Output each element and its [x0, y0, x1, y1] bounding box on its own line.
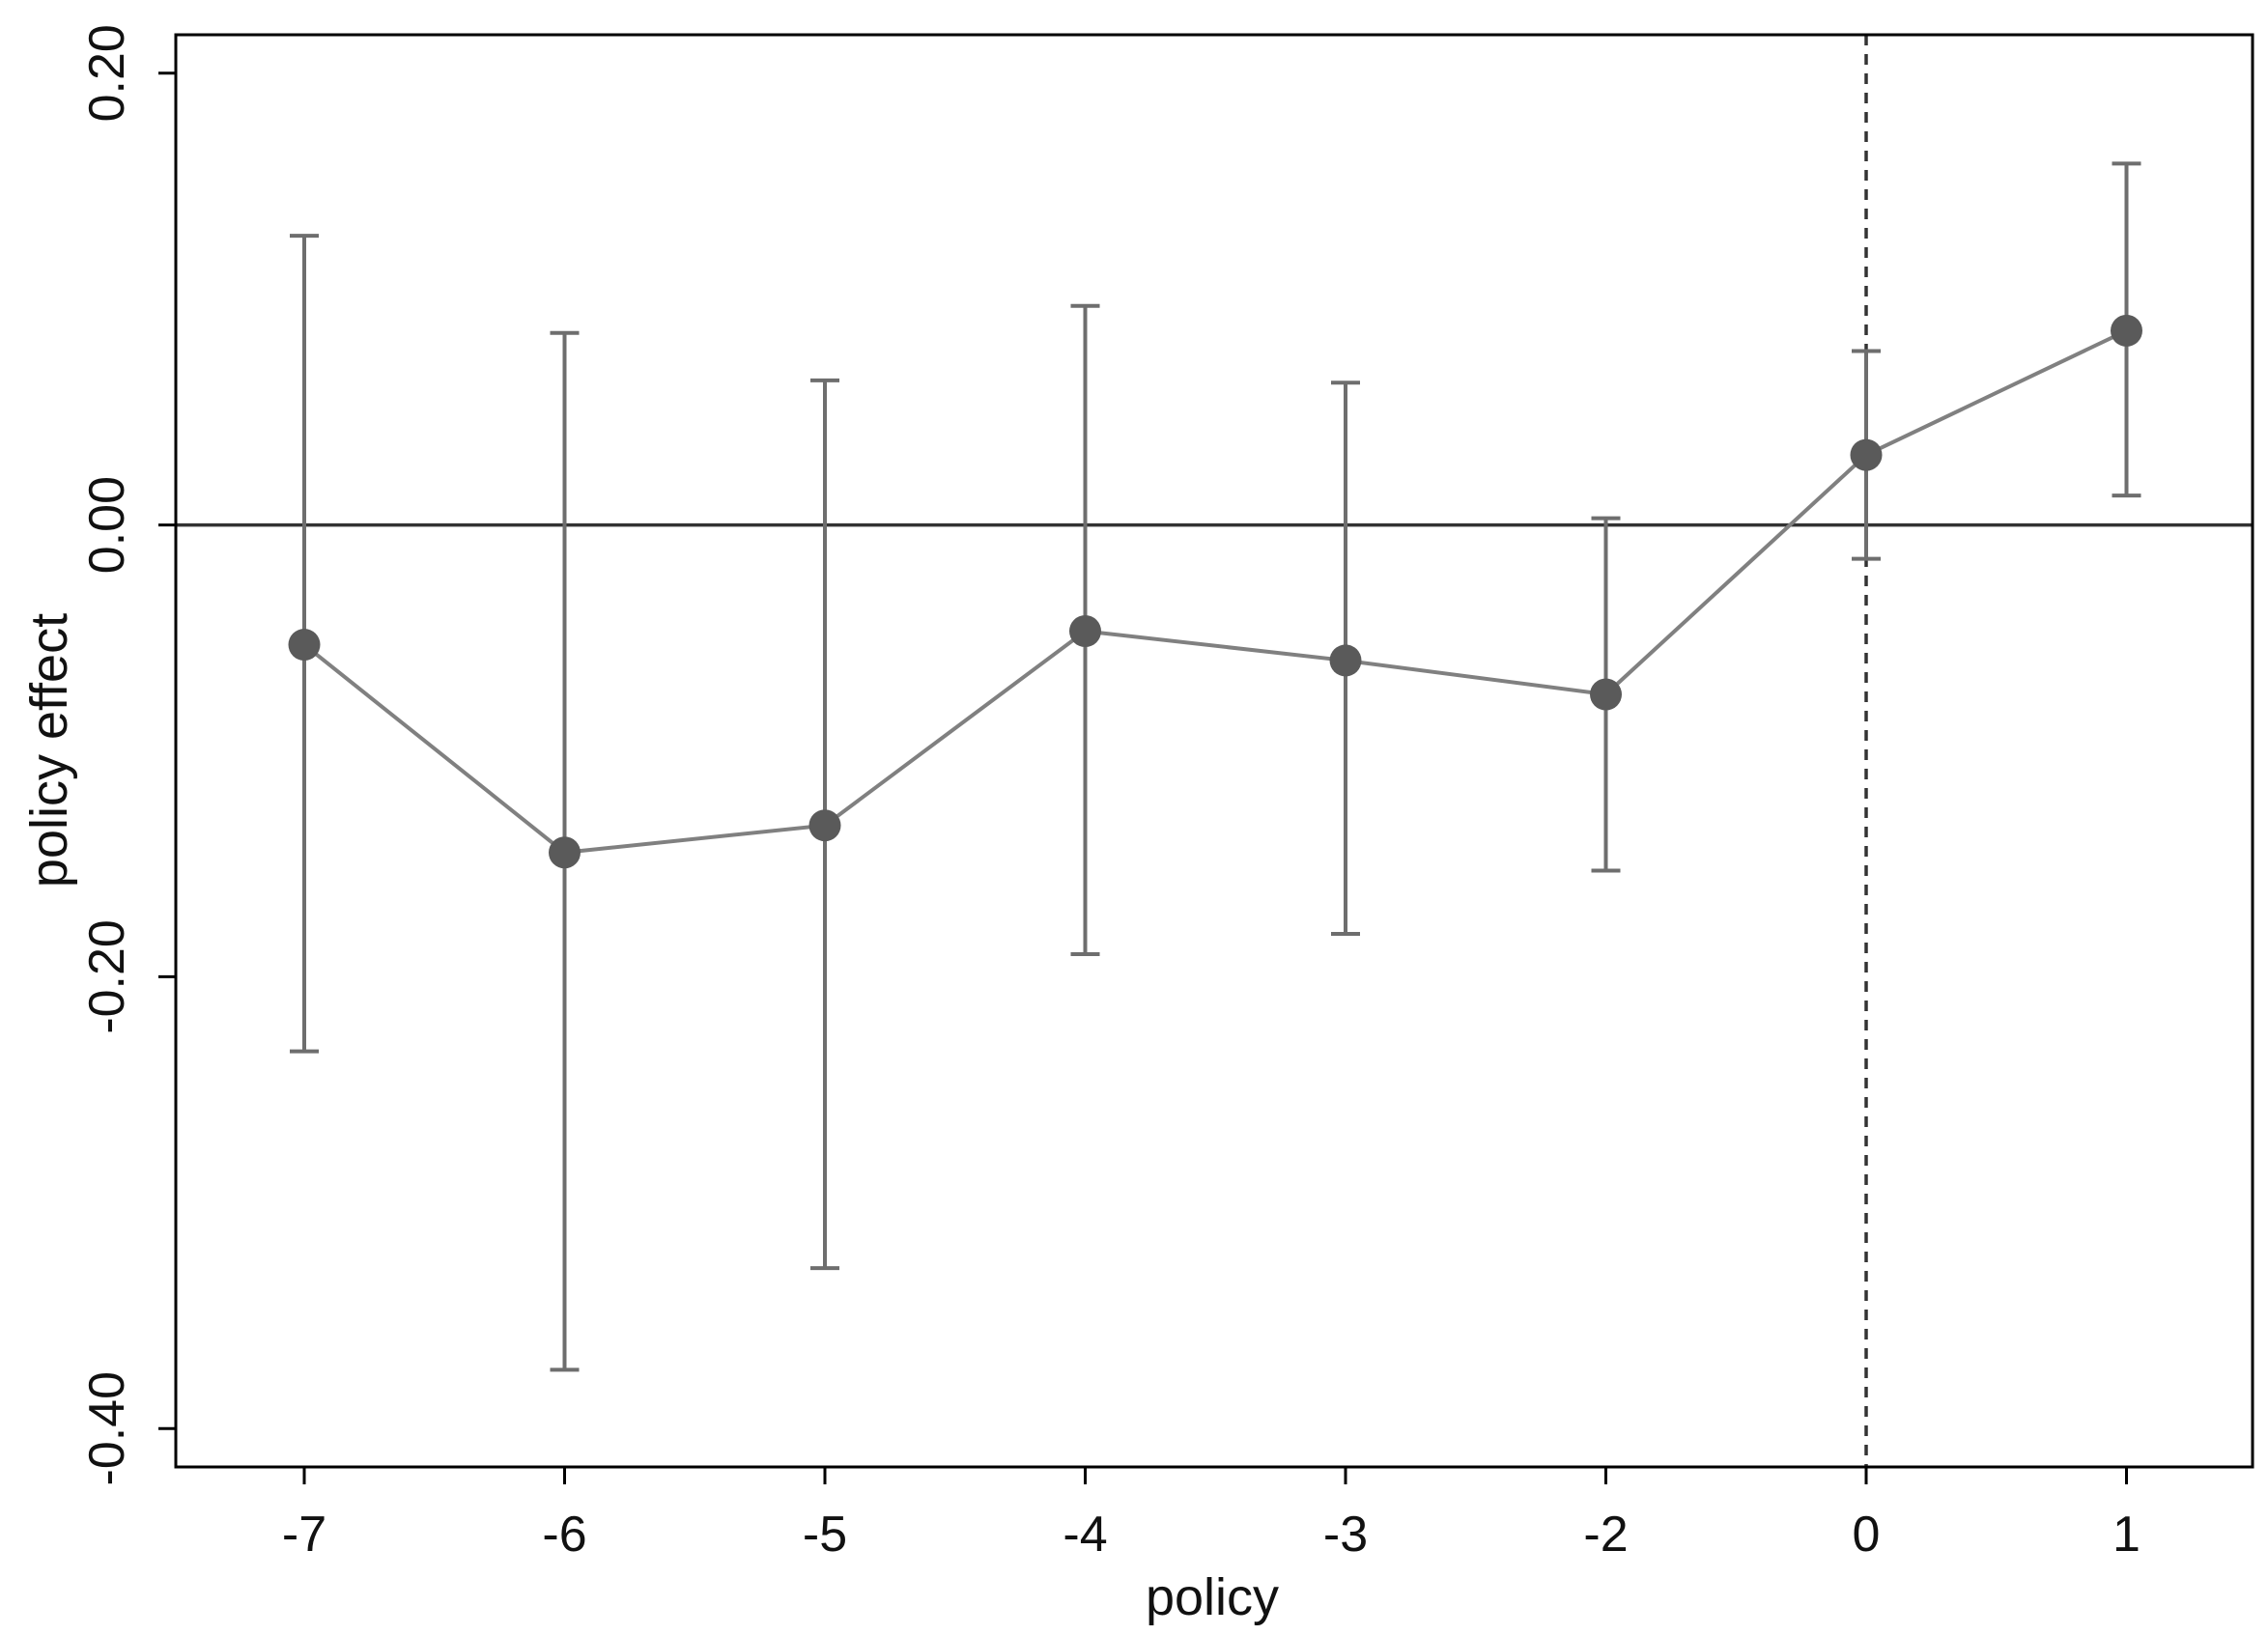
x-tick-label: 1 [2112, 1507, 2140, 1563]
estimate-line [302, 328, 2128, 855]
y-tick-label: 0.20 [79, 24, 135, 122]
y-axis-title: policy effect [20, 613, 78, 888]
data-point-1 [2111, 314, 2142, 347]
x-tick-label: -5 [803, 1507, 847, 1563]
data-point--6 [549, 836, 581, 869]
data-point-0 [1850, 438, 1883, 471]
y-tick-label: -0.40 [79, 1371, 135, 1486]
x-axis-title: policy [1146, 1568, 1279, 1626]
x-tick-label: -6 [542, 1507, 586, 1563]
x-tick-label: -2 [1583, 1507, 1628, 1563]
data-point--4 [1069, 615, 1101, 648]
axes: -7 -6 -5 -4 -3 -2 0 1 0.20 0.00 -0.20 -0.40 [79, 24, 2140, 1563]
data-point--7 [288, 629, 321, 662]
y-tick-label: 0.00 [79, 476, 135, 574]
plot-frame [174, 33, 2254, 1469]
plot-area [176, 35, 2253, 1467]
data-point--2 [1590, 678, 1622, 711]
data-point--3 [1329, 644, 1362, 677]
y-tick-label: -0.20 [79, 919, 135, 1034]
x-tick-label: 0 [1853, 1507, 1881, 1563]
x-tick-label: -7 [282, 1507, 326, 1563]
x-tick-label: -3 [1323, 1507, 1368, 1563]
x-tick-label: -4 [1063, 1507, 1107, 1563]
data-point--5 [808, 809, 841, 842]
